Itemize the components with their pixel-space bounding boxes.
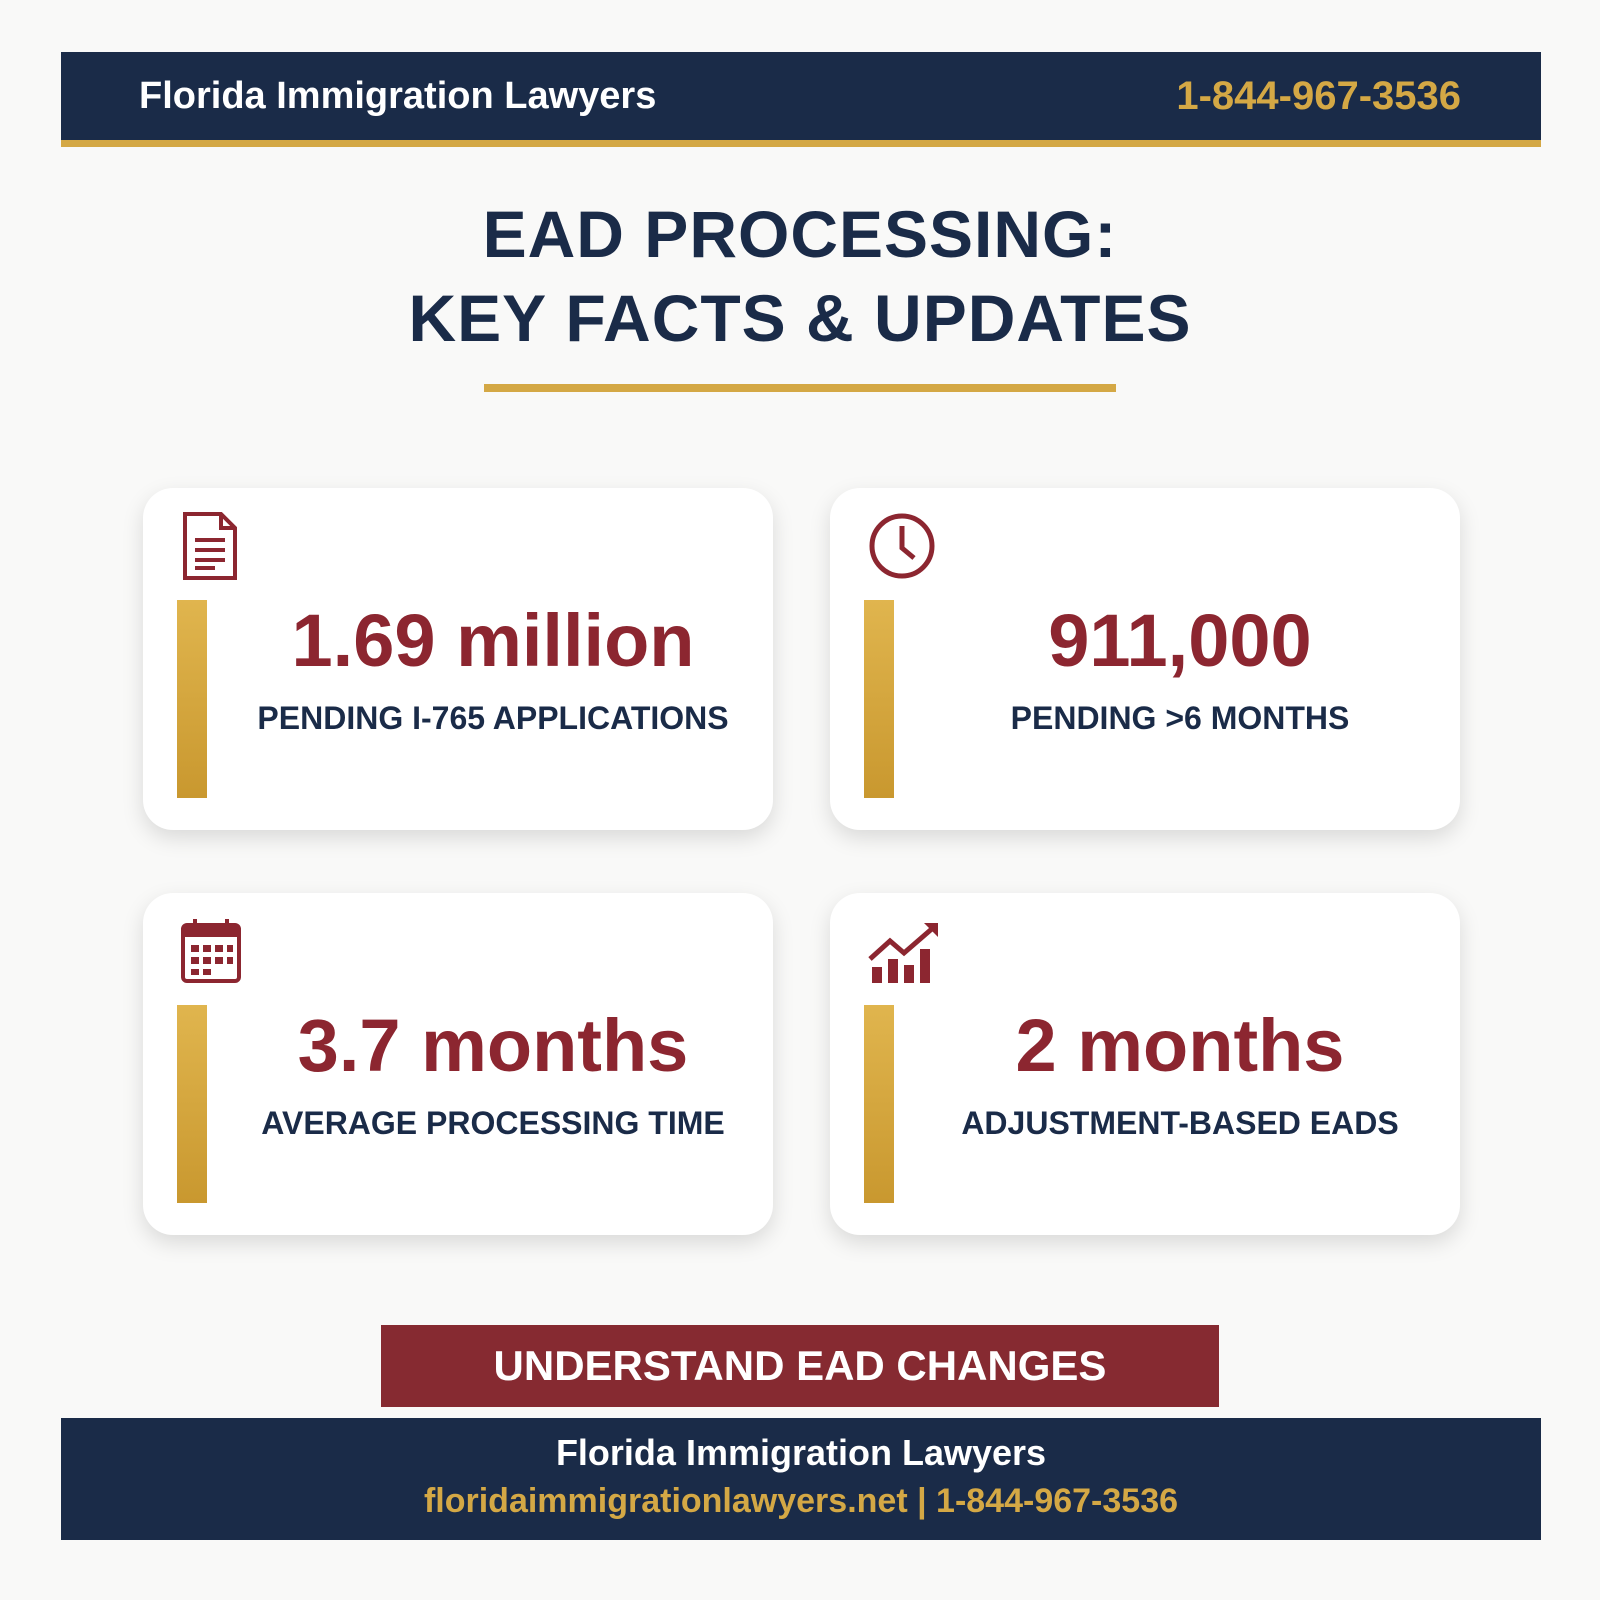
footer: Florida Immigration Lawyers floridaimmig… [61,1418,1541,1540]
header-brand: Florida Immigration Lawyers [139,75,657,117]
accent-bar [864,600,894,798]
document-icon [183,512,237,580]
accent-bar [177,1005,207,1203]
calendar-icon [181,919,241,983]
title-underline [484,384,1116,392]
stat-card: 3.7 months AVERAGE PROCESSING TIME [143,893,773,1235]
cta-button[interactable]: UNDERSTAND EAD CHANGES [381,1325,1219,1407]
title-line: EAD PROCESSING: [482,197,1118,271]
title-line: KEY FACTS & UPDATES [408,281,1192,355]
footer-brand: Florida Immigration Lawyers [555,1432,1047,1473]
header: Florida Immigration Lawyers 1-844-967-35… [61,52,1541,147]
accent-bar [177,600,207,798]
accent-bar [864,1005,894,1203]
footer-contact[interactable]: floridaimmigrationlawyers.net | 1-844-96… [423,1482,1179,1520]
header-phone[interactable]: 1-844-967-3536 [1176,74,1461,118]
stat-value: 911,000 [1048,599,1312,682]
stat-value: 1.69 million [291,599,695,682]
stat-card: 1.69 million PENDING I-765 APPLICATIONS [143,488,773,830]
stat-label: PENDING I-765 APPLICATIONS [257,700,729,736]
stat-label: PENDING >6 MONTHS [1010,700,1350,736]
stat-card: 911,000 PENDING >6 MONTHS [830,488,1460,830]
stat-value: 2 months [1015,1004,1345,1087]
stat-label: ADJUSTMENT-BASED EADS [961,1105,1399,1141]
growth-icon [868,923,938,983]
stat-value: 3.7 months [297,1004,689,1087]
clock-icon [869,513,935,579]
stat-card: 2 months ADJUSTMENT-BASED EADS [830,893,1460,1235]
stat-label: AVERAGE PROCESSING TIME [261,1105,725,1141]
